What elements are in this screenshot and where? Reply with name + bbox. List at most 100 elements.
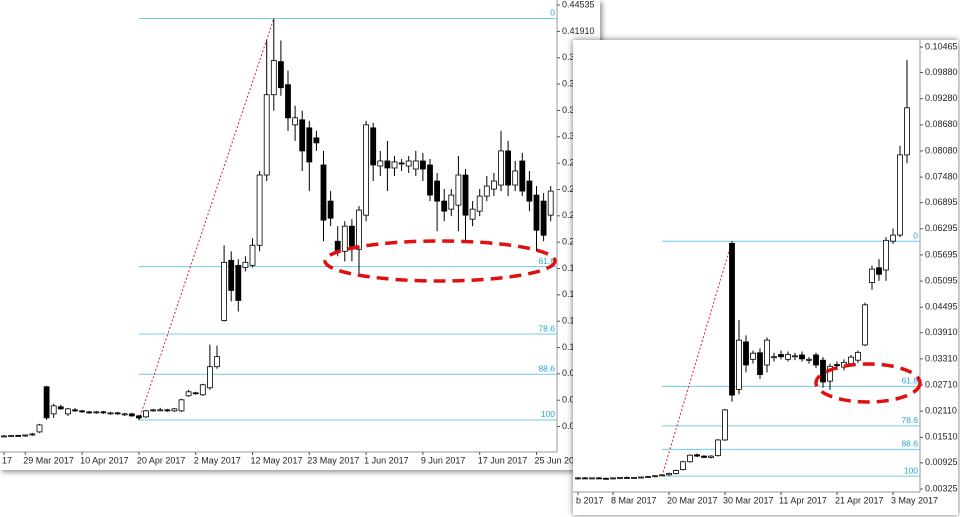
candle-body (8, 435, 15, 437)
y-tick-label: 0.05695 (925, 249, 958, 259)
candle-body (652, 475, 658, 478)
candle-body (384, 160, 391, 169)
candle-body (348, 225, 355, 247)
candle-body (72, 409, 78, 412)
candle-body (185, 391, 192, 397)
candle-body (540, 200, 547, 236)
y-tick-label: 0.06895 (925, 197, 958, 207)
x-tick-label: 2 May 2017 (194, 455, 241, 465)
x-tick-label: 25 Jun 2017 (535, 455, 585, 465)
fib-level-label: 0 (550, 8, 555, 18)
candle-body (862, 304, 868, 346)
candle-body (617, 477, 623, 479)
y-tick-label: 0.08080 (925, 145, 958, 155)
candle-body (313, 137, 320, 144)
candle-body (100, 411, 107, 414)
candle-body (29, 433, 36, 436)
candle-body (79, 410, 85, 413)
candle-body (483, 185, 490, 197)
candle-body (876, 267, 882, 275)
candle-body (285, 84, 291, 119)
y-tick-label: 0.00925 (925, 457, 958, 467)
candle-body (398, 162, 405, 165)
candle-body (86, 411, 93, 414)
candle-body (1, 435, 7, 438)
candle-body (114, 412, 121, 415)
candle-body (687, 454, 693, 463)
x-tick-label: 3 May 2017 (891, 495, 938, 505)
candle-body (391, 161, 398, 169)
candle-body (50, 405, 57, 415)
candle-body (135, 415, 142, 419)
candle-body (57, 406, 64, 410)
fib-level-label: 61.8 (538, 256, 555, 266)
candle-body (512, 170, 519, 186)
x-tick-label: 17 (2, 455, 12, 465)
candle-body (505, 150, 512, 186)
y-tick-label: 0.09880 (925, 67, 958, 77)
fib-trend-line (661, 241, 733, 477)
candle-body (434, 180, 441, 202)
candle-body (107, 412, 114, 415)
candle-body (320, 164, 327, 221)
candle-body (645, 476, 651, 478)
fib-level-label: 100 (904, 465, 918, 475)
right-chart: 0.10465 0.09880 0.09280 0.08680 0.08080 0.074… (573, 40, 958, 515)
candle-body (441, 200, 448, 212)
candle-body (43, 386, 50, 419)
candle-body (883, 239, 889, 271)
candle-body (890, 234, 896, 242)
x-tick-label: 23 May 2017 (307, 455, 359, 465)
x-tick-label: 30 Mar 2017 (723, 495, 774, 505)
fib-trend-line (138, 18, 275, 421)
candle-body (785, 354, 791, 360)
candle-body (178, 399, 185, 412)
candle-body (743, 341, 749, 366)
candle-body (270, 60, 277, 96)
candle-body (848, 356, 854, 365)
candle-body (121, 413, 128, 416)
candle-body (363, 124, 370, 216)
x-tick-label: 8 Mar 2017 (611, 495, 657, 505)
candle-body (526, 180, 533, 202)
candle-body (292, 117, 299, 126)
candle-body (306, 127, 313, 163)
candle-body (476, 195, 483, 212)
candle-body (221, 261, 228, 321)
candle-body (799, 354, 805, 360)
x-tick-label: b 2017 (576, 495, 604, 505)
candle-body (405, 160, 412, 167)
candle-body (715, 439, 721, 457)
y-tick-label: 0.03910 (925, 327, 958, 337)
x-tick-label: 21 Apr 2017 (835, 495, 884, 505)
candle-body (448, 194, 455, 210)
x-tick-label: 29 Mar 2017 (23, 455, 74, 465)
candle-body (327, 200, 334, 219)
candle-body (128, 413, 135, 417)
x-tick-label: 20 Apr 2017 (137, 455, 186, 465)
candle-body (631, 477, 637, 479)
y-tick-label: 0.41910 (562, 26, 595, 36)
candle-body (778, 354, 784, 358)
candle-body (827, 365, 833, 382)
candle-body (729, 242, 735, 396)
y-tick-label: 0.10465 (925, 41, 958, 51)
candle-body (575, 477, 581, 480)
candle-body (462, 174, 469, 216)
candle-body (228, 259, 235, 291)
candle-body (589, 477, 595, 480)
y-tick-label: 0.02110 (925, 406, 957, 416)
fib-level-label: 61.8 (901, 376, 918, 386)
x-tick-label: 1 Jun 2017 (364, 455, 409, 465)
candle-body (897, 154, 903, 236)
y-tick-label: 0.03310 (925, 353, 958, 363)
candle-body (659, 474, 665, 477)
candle-body (206, 366, 213, 389)
candle-body (701, 455, 707, 458)
candle-body (65, 408, 71, 415)
fib-level-label: 0 (913, 230, 918, 240)
candle-body (813, 354, 819, 366)
candle-body (469, 208, 476, 220)
candle-body (256, 174, 263, 246)
y-tick-label: 0.09280 (925, 93, 958, 103)
